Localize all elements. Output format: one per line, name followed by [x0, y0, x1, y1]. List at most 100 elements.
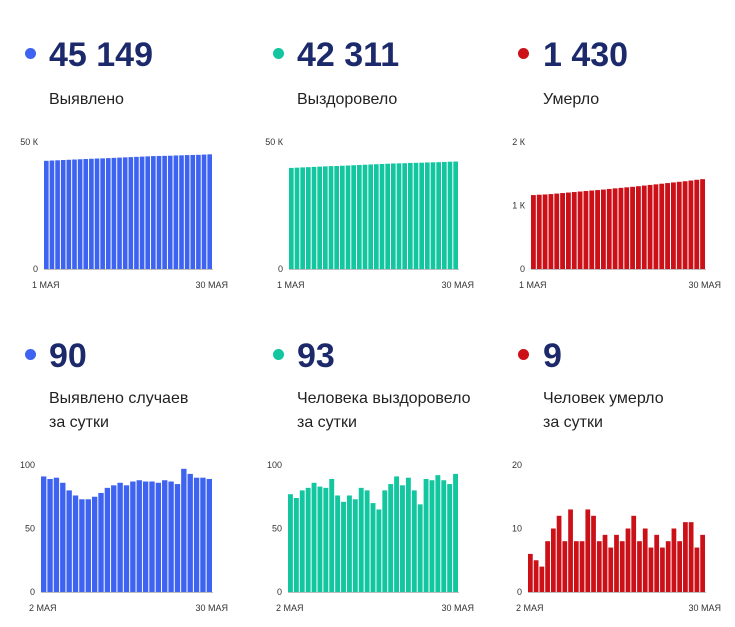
bar — [60, 160, 66, 269]
label-line-1: Выявлено — [49, 91, 124, 108]
y-tick-label: 0 — [277, 587, 282, 597]
bar — [528, 553, 533, 592]
bar — [583, 191, 589, 269]
big-number: 1 430 — [543, 36, 629, 74]
y-tick-label: 20 — [512, 460, 522, 470]
bar — [77, 159, 83, 269]
bar — [379, 163, 385, 269]
bar — [187, 473, 193, 592]
series-dot-icon — [273, 48, 284, 59]
bar — [41, 476, 47, 592]
bar — [368, 164, 373, 269]
bar — [200, 477, 206, 592]
panel-recovered-daily: 93 Человека выздоровело за сутки 0 50 100 2… — [245, 313, 490, 626]
bar — [79, 499, 85, 592]
y-tick-label: 0 — [517, 587, 522, 597]
bar — [542, 194, 548, 269]
bar — [139, 156, 145, 269]
bar — [631, 515, 637, 592]
bar — [357, 164, 362, 269]
bar — [614, 534, 619, 592]
bar — [145, 156, 151, 269]
label-line-2: за сутки — [543, 414, 603, 431]
series-dot-icon — [25, 349, 36, 360]
y-tick-label: 10 — [512, 524, 522, 534]
panel-detected-total: 45 149 Выявлено 0 50 К 1 МАЯ 30 МАЯ — [0, 0, 245, 313]
panel-deaths-total: 1 430 Умерло 0 1 К 2 К 1 МАЯ 30 МАЯ — [490, 0, 735, 313]
bar — [47, 478, 53, 592]
bar — [636, 186, 641, 269]
bar — [100, 158, 105, 269]
bar — [288, 494, 293, 592]
label-line-2: за сутки — [297, 414, 357, 431]
chart-detected-total: 0 50 К 1 МАЯ 30 МАЯ — [20, 137, 228, 290]
bar — [53, 477, 60, 592]
bar — [105, 158, 111, 269]
bar — [533, 560, 539, 592]
bar — [602, 534, 608, 592]
bar — [351, 165, 356, 269]
bar — [44, 160, 49, 269]
bar — [111, 157, 117, 270]
bar — [206, 478, 212, 592]
bar — [585, 509, 591, 592]
bar — [328, 166, 334, 269]
bar — [123, 485, 130, 592]
bar — [311, 482, 317, 592]
bar — [323, 166, 328, 269]
bar — [447, 161, 453, 269]
bar — [173, 155, 179, 269]
bar — [167, 155, 173, 269]
bar — [317, 166, 322, 269]
bar — [608, 547, 614, 592]
bar — [181, 468, 187, 592]
bar — [184, 155, 190, 269]
bar — [612, 188, 618, 269]
bar — [149, 481, 155, 592]
bar — [317, 486, 323, 592]
label-line-2: за сутки — [49, 414, 109, 431]
bar — [596, 541, 602, 592]
bar — [396, 163, 402, 269]
y-tick-label: 0 — [30, 587, 35, 597]
bar — [346, 495, 352, 592]
bar — [531, 195, 536, 269]
bar — [156, 155, 162, 269]
bar — [637, 541, 642, 592]
bar — [413, 162, 419, 269]
x-tick-label-start: 2 МАЯ — [29, 603, 57, 613]
bar — [289, 167, 294, 269]
bar — [579, 541, 585, 592]
chart-deaths-daily: 0 10 20 2 МАЯ 30 МАЯ — [512, 460, 721, 613]
series-dot-icon — [518, 48, 529, 59]
y-tick-label: 0 — [520, 264, 525, 274]
bar — [411, 490, 417, 592]
bar — [700, 534, 705, 592]
x-tick-label-start: 1 МАЯ — [277, 280, 305, 290]
bar — [94, 158, 100, 269]
x-tick-label-start: 2 МАЯ — [276, 603, 304, 613]
bar — [388, 484, 394, 592]
bar — [405, 477, 411, 592]
bar — [196, 154, 201, 269]
bar — [671, 182, 676, 269]
bar — [556, 515, 562, 592]
bar — [374, 164, 379, 269]
x-tick-label-end: 30 МАЯ — [688, 280, 721, 290]
bar — [130, 481, 136, 592]
bar — [162, 480, 168, 592]
bar — [306, 167, 311, 269]
bar — [429, 480, 435, 592]
label-line-1: Выздоровело — [297, 91, 398, 108]
bar — [134, 156, 139, 269]
bar — [630, 186, 635, 269]
bar — [335, 495, 341, 592]
bar — [554, 193, 560, 269]
chart-recovered-daily: 0 50 100 2 МАЯ 30 МАЯ — [267, 460, 474, 613]
bar — [117, 157, 122, 269]
label-line-1: Человек умерло — [543, 390, 664, 407]
bar — [391, 163, 396, 269]
bar — [55, 160, 60, 269]
bar — [294, 167, 300, 269]
bar — [111, 485, 117, 592]
